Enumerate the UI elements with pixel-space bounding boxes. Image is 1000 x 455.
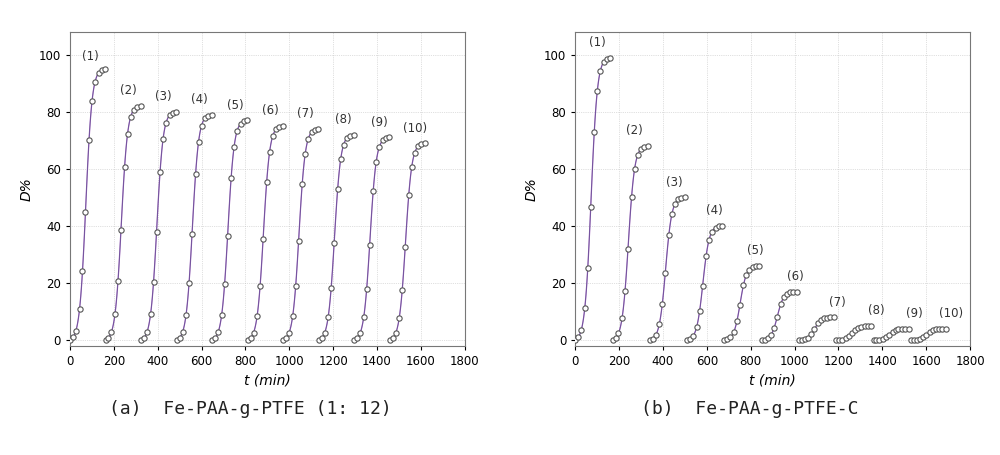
Y-axis label: D%: D% [19, 177, 33, 201]
X-axis label: t (min): t (min) [749, 374, 796, 387]
Text: (8): (8) [868, 304, 885, 317]
Text: (5): (5) [747, 244, 763, 258]
Text: (7): (7) [297, 107, 314, 120]
Text: (10): (10) [939, 307, 963, 320]
Text: (3): (3) [666, 176, 682, 189]
Text: (3): (3) [155, 90, 172, 103]
Text: (2): (2) [626, 125, 643, 137]
Text: (2): (2) [120, 85, 136, 97]
Text: (4): (4) [191, 93, 208, 106]
Text: (b)  Fe-PAA-g-PTFE-C: (b) Fe-PAA-g-PTFE-C [641, 400, 859, 419]
Y-axis label: D%: D% [524, 177, 538, 201]
Text: (5): (5) [227, 99, 243, 112]
Text: (9): (9) [906, 307, 922, 320]
Text: (1): (1) [82, 50, 99, 63]
Text: (6): (6) [787, 270, 804, 283]
X-axis label: t (min): t (min) [244, 374, 291, 387]
Text: (7): (7) [829, 296, 846, 308]
Text: (6): (6) [262, 105, 279, 117]
Text: (a)  Fe-PAA-g-PTFE (1: 12): (a) Fe-PAA-g-PTFE (1: 12) [109, 400, 391, 419]
Text: (8): (8) [335, 113, 351, 126]
Text: (9): (9) [371, 116, 388, 129]
Text: (4): (4) [706, 204, 723, 217]
Text: (1): (1) [589, 36, 606, 49]
Text: (10): (10) [403, 121, 427, 135]
